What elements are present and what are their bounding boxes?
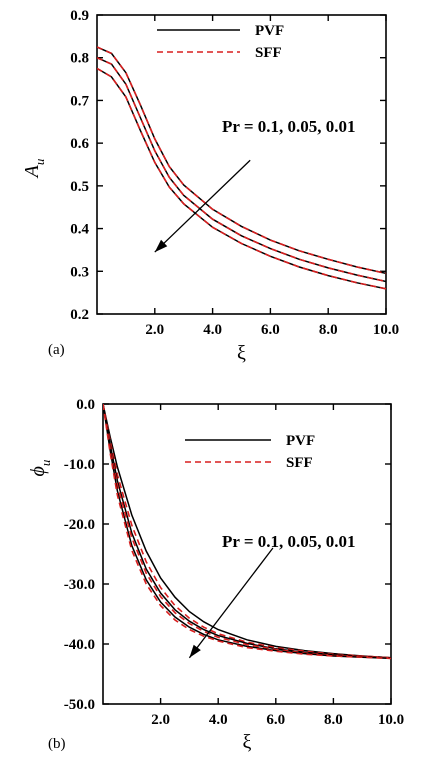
series-line-pvf xyxy=(97,67,386,290)
y-tick-label: -20.0 xyxy=(64,517,95,533)
annotation-text: Pr = 0.1, 0.05, 0.01 xyxy=(222,117,356,136)
legend-label-sff: SFF xyxy=(255,45,282,61)
plot-frame xyxy=(96,14,387,315)
y-tick-label: 0.2 xyxy=(70,307,89,323)
x-tick-label: 2.0 xyxy=(151,712,170,728)
x-tick-label: 2.0 xyxy=(145,322,164,338)
y-axis-label-symbol: A xyxy=(21,164,43,179)
x-tick-label: 10.0 xyxy=(373,322,399,338)
y-axis-label: Au xyxy=(21,158,47,179)
y-axis-label-subscript: u xyxy=(38,459,53,466)
y-axis-label-symbol: ϕ xyxy=(27,466,49,476)
x-axis-label: ξ xyxy=(237,342,246,364)
y-tick-label: -40.0 xyxy=(64,637,95,653)
x-tick-label: 4.0 xyxy=(203,322,222,338)
panel-label: (b) xyxy=(48,736,66,752)
y-tick-label: 0.4 xyxy=(70,222,89,238)
series-line-sff xyxy=(97,56,386,283)
legend-label-sff: SFF xyxy=(286,455,313,471)
legend-label-pvf: PVF xyxy=(255,23,284,39)
series-line-sff xyxy=(97,46,386,275)
y-tick-label: 0.0 xyxy=(76,397,95,413)
annotation-arrowhead xyxy=(154,239,168,253)
series-line-pvf xyxy=(103,404,391,659)
y-tick-label: -50.0 xyxy=(64,697,95,713)
x-axis-label: ξ xyxy=(243,731,252,753)
annotation-arrow xyxy=(188,547,274,659)
series-line-pvf xyxy=(103,404,391,659)
x-tick-label: 6.0 xyxy=(261,322,280,338)
y-tick-label: 0.5 xyxy=(70,179,89,195)
series-line-sff xyxy=(103,404,391,660)
y-tick-label: 0.9 xyxy=(70,8,89,24)
x-tick-label: 8.0 xyxy=(324,712,343,728)
panel-a: 2.0 4.0 6.0 8.0 10.0 0.2 0.3 0.4 0.5 0.6 0.7 0.8 0.9… xyxy=(21,8,399,364)
x-tick-label: 4.0 xyxy=(209,712,228,728)
y-tick-label: 0.8 xyxy=(70,51,89,67)
y-tick-label: -30.0 xyxy=(64,577,95,593)
y-tick-label: 0.3 xyxy=(70,264,89,280)
annotation-text: Pr = 0.1, 0.05, 0.01 xyxy=(222,532,356,551)
annotation-arrow xyxy=(154,159,251,253)
annotation-arrowhead xyxy=(189,644,201,658)
y-axis-label-subscript: u xyxy=(32,158,47,165)
plot-frame xyxy=(102,403,392,705)
y-axis-label: ϕu xyxy=(27,459,53,476)
y-tick-label: -10.0 xyxy=(64,457,95,473)
series-line-sff xyxy=(97,67,386,290)
series-line-sff xyxy=(103,404,391,659)
panel-label: (a) xyxy=(48,342,65,358)
y-tick-label: 0.6 xyxy=(70,136,89,152)
legend-label-pvf: PVF xyxy=(286,433,315,449)
series-line-pvf xyxy=(97,57,386,283)
panel-b: 2.0 4.0 6.0 8.0 10.0 0.0 -10.0 -20.0 -30.0 -40.0 -… xyxy=(27,397,404,753)
series-line-sff xyxy=(103,404,391,659)
x-tick-label: 8.0 xyxy=(319,322,338,338)
y-tick-label: 0.7 xyxy=(70,93,89,109)
x-tick-label: 6.0 xyxy=(266,712,285,728)
series-line-pvf xyxy=(97,46,386,275)
x-tick-label: 10.0 xyxy=(378,712,404,728)
